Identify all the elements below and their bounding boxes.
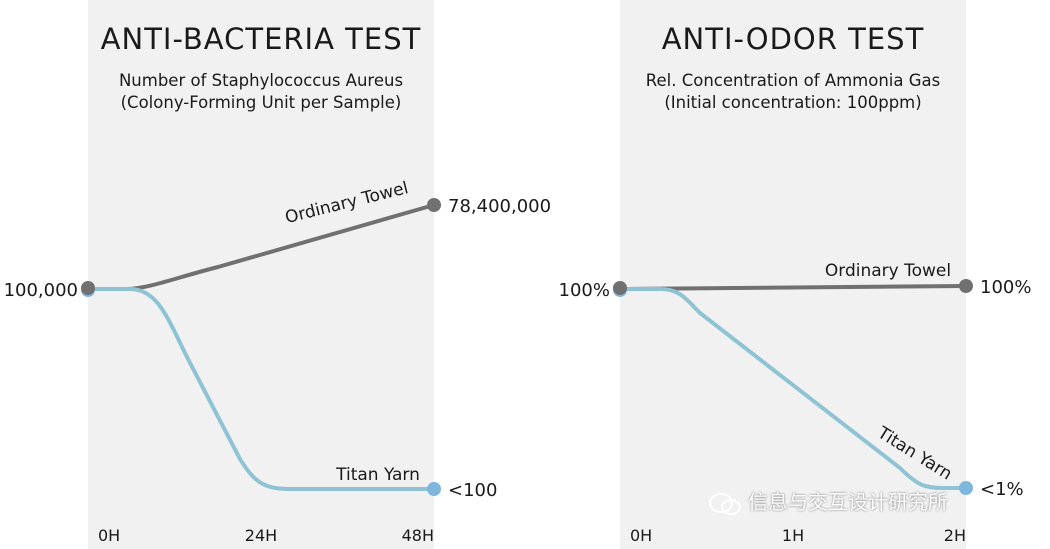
chart1-series-titan-line — [86, 287, 436, 491]
chart2-series-titan-end-label: <1% — [980, 479, 1024, 500]
chart1-subtitle-line2: (Colony-Forming Unit per Sample) — [120, 93, 402, 112]
chart1-start-point-ordinary — [81, 281, 95, 295]
chart2-subtitle-line2: (Initial concentration: 100ppm) — [664, 93, 922, 112]
chart2-series-ordinary-line — [618, 284, 968, 291]
watermark: 信息与交互设计研究所 — [708, 486, 948, 516]
chart1-series-ordinary-name: Ordinary Towel — [283, 178, 410, 228]
chart2-start-label: 100% — [559, 280, 610, 301]
chart2-series-ordinary-end-point — [959, 279, 973, 293]
chart2-title: ANTI-ODOR TEST — [661, 22, 925, 56]
chart1-series-titan-end-point — [427, 482, 441, 496]
chart1-series-titan-end-label: <100 — [448, 480, 497, 501]
chart2-x-tick-1H: 1H — [782, 526, 804, 545]
chart2-series-titan-line — [618, 287, 968, 490]
chart1-background — [88, 0, 434, 549]
chart1-series-ordinary-end-point — [427, 198, 441, 212]
chart1-series-ordinary-line — [86, 203, 436, 291]
chart1-start-label: 100,000 — [4, 280, 78, 301]
chart2-series-ordinary-end-label: 100% — [980, 277, 1031, 298]
chart2-x-tick-2H: 2H — [944, 526, 966, 545]
chart2-series-titan-name: Titan Yarn — [873, 423, 955, 485]
chart1-series-titan-name: Titan Yarn — [335, 465, 420, 485]
chart2-series-titan-end-point — [959, 481, 973, 495]
chart1-series-ordinary-end-label: 78,400,000 — [448, 196, 551, 217]
chart2-x-tick-0H: 0H — [630, 526, 652, 545]
watermark-text: 信息与交互设计研究所 — [748, 490, 948, 514]
chart2-series-ordinary-name: Ordinary Towel — [825, 261, 951, 281]
wechat-icon — [708, 492, 742, 516]
chart1-x-tick-0H: 0H — [98, 526, 120, 545]
chart1-x-tick-48H: 48H — [402, 526, 434, 545]
chart2-start-point-ordinary — [613, 281, 627, 295]
chart1-subtitle-line1: Number of Staphylococcus Aureus — [118, 71, 404, 90]
chart1-x-tick-24H: 24H — [245, 526, 277, 545]
chart2-subtitle-line1: Rel. Concentration of Ammonia Gas — [645, 71, 941, 90]
chart1-title: ANTI-BACTERIA TEST — [100, 22, 422, 56]
chart2-background — [620, 0, 966, 549]
